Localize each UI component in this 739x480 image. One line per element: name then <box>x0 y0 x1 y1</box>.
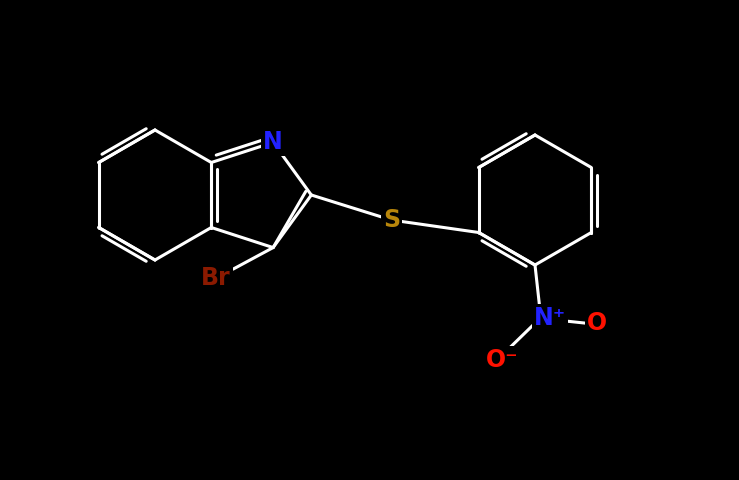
Text: O⁻: O⁻ <box>486 348 518 372</box>
Text: S: S <box>383 208 400 232</box>
Text: N: N <box>263 131 283 155</box>
Text: N⁺: N⁺ <box>534 306 566 330</box>
Text: Br: Br <box>201 266 231 290</box>
Text: O: O <box>587 312 607 336</box>
